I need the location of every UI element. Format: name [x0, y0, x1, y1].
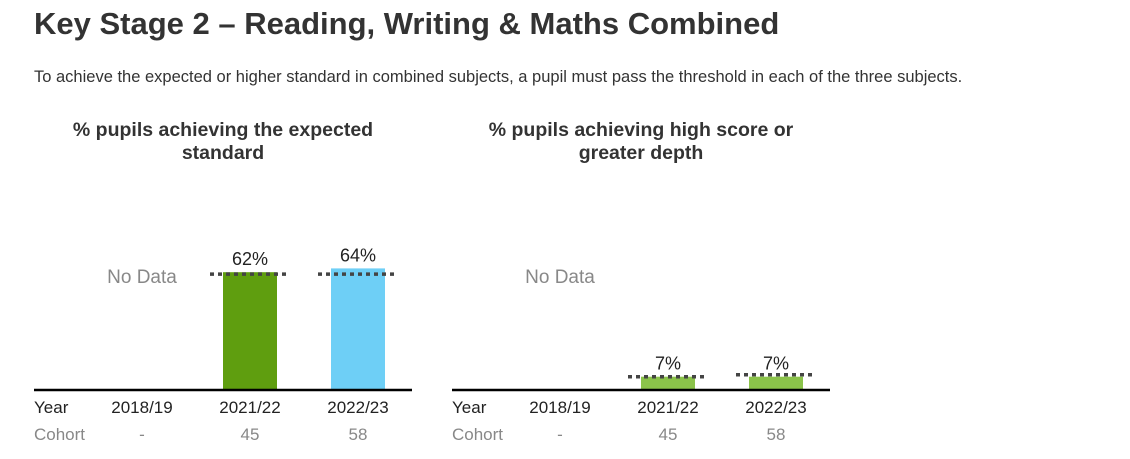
value-label: 7% — [763, 354, 789, 374]
page-title: Key Stage 2 – Reading, Writing & Maths C… — [34, 6, 780, 41]
intro-text: To achieve the expected or higher standa… — [34, 68, 963, 86]
cohort-value: 58 — [767, 425, 786, 444]
bar-2022-23 — [749, 376, 803, 390]
bar-2021-22 — [223, 272, 277, 390]
expected-standard-chart-title: % pupils achieving the expected standard — [72, 119, 374, 164]
year-tick-label: 2022/23 — [327, 398, 388, 417]
year-tick-label: 2022/23 — [745, 398, 806, 417]
bar-2021-22 — [641, 376, 695, 390]
cohort-row-label: Cohort — [452, 425, 503, 444]
cohort-value: - — [139, 425, 145, 444]
year-tick-label: 2018/19 — [111, 398, 172, 417]
cohort-value: 45 — [659, 425, 678, 444]
bar-2022-23 — [331, 268, 385, 390]
value-label: 62% — [232, 249, 268, 269]
year-row-label: Year — [34, 398, 69, 417]
no-data-label: No Data — [525, 267, 595, 288]
value-label: 64% — [340, 245, 376, 265]
year-tick-label: 2021/22 — [637, 398, 698, 417]
value-label: 7% — [655, 354, 681, 374]
high-score-chart: Year Cohort No Data 2018/19 - 7% 2021/22 45 7% 20… — [452, 267, 830, 444]
cohort-value: 58 — [349, 425, 368, 444]
year-row-label: Year — [452, 398, 487, 417]
year-tick-label: 2021/22 — [219, 398, 280, 417]
no-data-label: No Data — [107, 267, 177, 288]
cohort-value: - — [557, 425, 563, 444]
expected-standard-chart: Year Cohort No Data 2018/19 - 62% 2021/22 45 64%… — [34, 245, 412, 444]
year-tick-label: 2018/19 — [529, 398, 590, 417]
high-score-chart-title: % pupils achieving high score or greater… — [488, 119, 794, 164]
cohort-row-label: Cohort — [34, 425, 85, 444]
cohort-value: 45 — [241, 425, 260, 444]
